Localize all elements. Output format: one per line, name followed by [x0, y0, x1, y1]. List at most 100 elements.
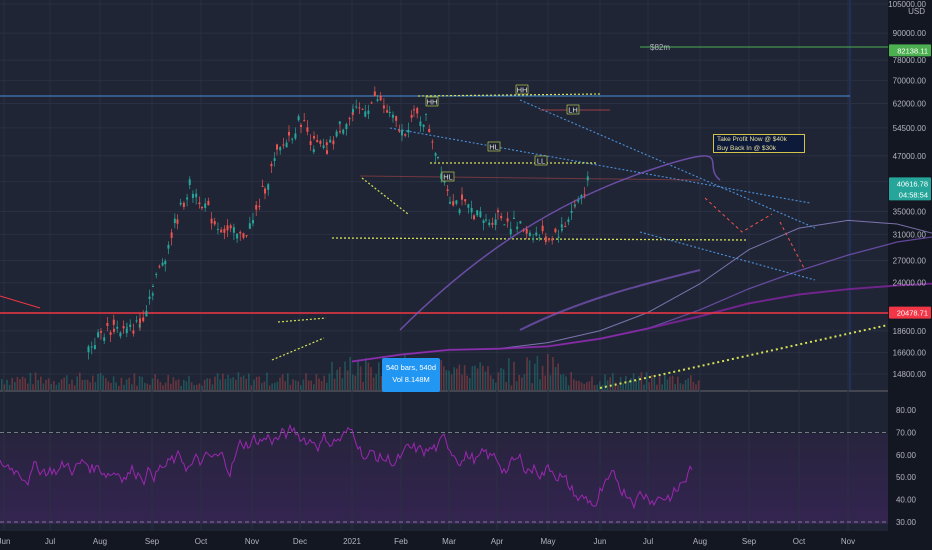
candle [497, 210, 499, 213]
volume-bar [591, 376, 593, 390]
volume-bar [458, 364, 461, 390]
rsi-tick-label: 30.00 [896, 518, 917, 527]
volume-bar [123, 384, 125, 390]
volume-bar [94, 382, 97, 390]
volume-bar [326, 382, 328, 390]
candle [544, 236, 547, 242]
candle [516, 226, 519, 229]
volume-bar [292, 379, 294, 390]
candle [312, 149, 315, 153]
candle [494, 219, 497, 226]
time-tick-label: Mar [442, 537, 456, 546]
volume-bar [469, 377, 471, 390]
candle [188, 179, 191, 185]
candle [404, 134, 407, 136]
candle [93, 345, 96, 350]
volume-bar [521, 377, 523, 390]
candle [506, 218, 509, 222]
volume-bar [536, 355, 539, 390]
volume-bar [614, 382, 617, 390]
volume-bar [567, 385, 570, 390]
volume-bar [216, 373, 219, 390]
volume-bar [284, 381, 286, 390]
volume-bar [690, 375, 692, 390]
long-ma [519, 269, 701, 331]
volume-bar [73, 385, 76, 390]
rsi-tick-label: 40.00 [896, 496, 917, 505]
time-tick-label: Jul [45, 537, 55, 546]
candle [449, 201, 451, 204]
volume-bar [144, 382, 146, 390]
volume-bar [214, 376, 216, 390]
candle [313, 136, 315, 139]
candle [258, 205, 261, 207]
volume-bar [346, 370, 349, 390]
rsi-line [0, 423, 693, 510]
volume-bar [50, 383, 52, 390]
candle [113, 328, 115, 332]
volume-bar [6, 379, 8, 390]
volume-bar [534, 363, 536, 390]
volume-bar [16, 376, 19, 390]
volume-bar [666, 379, 669, 390]
volume-bar [310, 380, 312, 390]
candle [382, 105, 385, 109]
pattern-label-box [534, 155, 548, 166]
volume-bar [692, 381, 695, 390]
volume-bar [344, 361, 346, 390]
volume-bar [349, 356, 351, 390]
volume-bar [320, 381, 323, 390]
time-axis [0, 531, 888, 550]
candle [379, 95, 382, 101]
time-tick-label: Jun [594, 537, 607, 546]
volume-bar [287, 373, 289, 390]
candle [470, 207, 473, 213]
volume-bar [495, 382, 497, 390]
price-tick-label: 90000.00 [893, 29, 927, 38]
candle [574, 204, 576, 206]
volume-bar [370, 367, 372, 390]
volume-bar [474, 365, 476, 390]
time-tick-label: Jul [643, 537, 653, 546]
candle [419, 121, 422, 126]
volume-bar [175, 380, 177, 390]
price-tick-label: 35000.00 [893, 207, 927, 216]
volume-bar [375, 374, 377, 390]
volume-bar [276, 381, 279, 390]
pattern-label: HL [443, 173, 453, 182]
long-ma [399, 155, 721, 331]
volume-bar [664, 374, 666, 390]
volume-bar [128, 377, 130, 390]
candle [223, 228, 226, 233]
volume-bar [513, 361, 515, 390]
volume-bar [1, 379, 3, 390]
volume-bar [237, 372, 240, 390]
candle [264, 188, 266, 194]
candle [129, 324, 132, 327]
candle [580, 195, 583, 198]
candle [87, 346, 90, 353]
volume-bar [55, 384, 58, 390]
volume-bar [19, 379, 21, 390]
volume-bar [138, 376, 141, 390]
volume-bar [562, 374, 565, 390]
volume-bar [133, 373, 136, 390]
candle [116, 326, 119, 329]
price-tag-bg [889, 44, 931, 57]
volume-bar [266, 372, 268, 390]
candle [158, 266, 161, 268]
volume-bar [294, 380, 297, 390]
price-tag-label: 40616.78 [897, 179, 928, 188]
price-tick-label: 78000.00 [893, 56, 927, 65]
candle [161, 262, 164, 266]
pattern-label: LH [568, 106, 578, 115]
volume-bar [268, 385, 271, 390]
volume-bar [297, 381, 299, 390]
volume-bar [352, 374, 354, 390]
volume-bar [206, 378, 208, 390]
volume-bar [588, 381, 591, 390]
volume-bar [27, 383, 29, 390]
moving-average-line [351, 282, 932, 363]
volume-bar [547, 354, 549, 390]
